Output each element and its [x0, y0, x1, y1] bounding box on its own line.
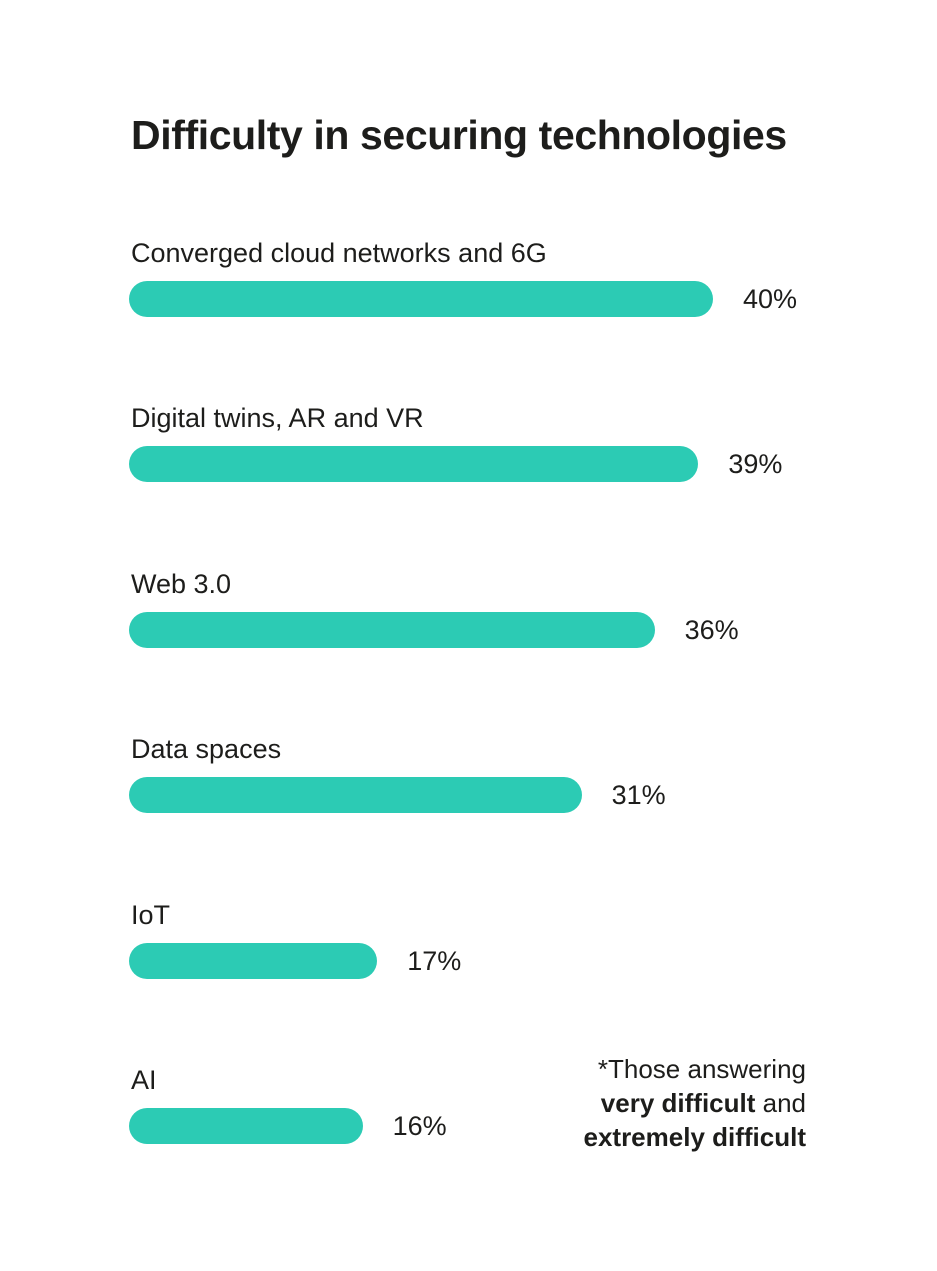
footnote-bold-extremely-difficult: extremely difficult	[583, 1122, 806, 1152]
footnote: *Those answering very difficult and extr…	[583, 1052, 806, 1154]
footnote-line-2: very difficult and	[583, 1086, 806, 1120]
footnote-and: and	[755, 1088, 806, 1118]
bar-row: Web 3.0 36%	[0, 567, 937, 667]
category-label: IoT	[131, 899, 171, 930]
bar-row: Data spaces 31%	[0, 732, 937, 832]
bar	[129, 281, 713, 317]
chart-title: Difficulty in securing technologies	[131, 112, 787, 158]
category-label: Digital twins, AR and VR	[131, 403, 424, 434]
category-label: Web 3.0	[131, 568, 232, 599]
bar	[129, 446, 699, 483]
value-label: 36%	[684, 614, 739, 645]
category-label: AI	[131, 1065, 157, 1095]
category-label: Converged cloud networks and 6G	[131, 238, 547, 268]
footnote-bold-very-difficult: very difficult	[600, 1088, 756, 1118]
bar	[129, 942, 378, 979]
bar-row: Digital twins, AR and VR 39%	[0, 401, 937, 501]
bar-row: AI 16%	[0, 1063, 937, 1163]
footnote-line-3: extremely difficult	[583, 1120, 806, 1154]
category-label: Data spaces	[131, 734, 282, 765]
bar-row: IoT 17%	[0, 898, 937, 998]
bar	[129, 777, 582, 814]
value-label: 31%	[611, 780, 666, 811]
value-label: 40%	[743, 284, 798, 314]
bar-row: Converged cloud networks and 6G 40%	[0, 236, 937, 336]
bar	[129, 611, 655, 648]
value-label: 17%	[407, 945, 462, 976]
footnote-line-1: *Those answering	[597, 1054, 806, 1084]
value-label: 16%	[392, 1111, 447, 1141]
bar	[129, 1108, 363, 1144]
value-label: 39%	[728, 449, 783, 480]
